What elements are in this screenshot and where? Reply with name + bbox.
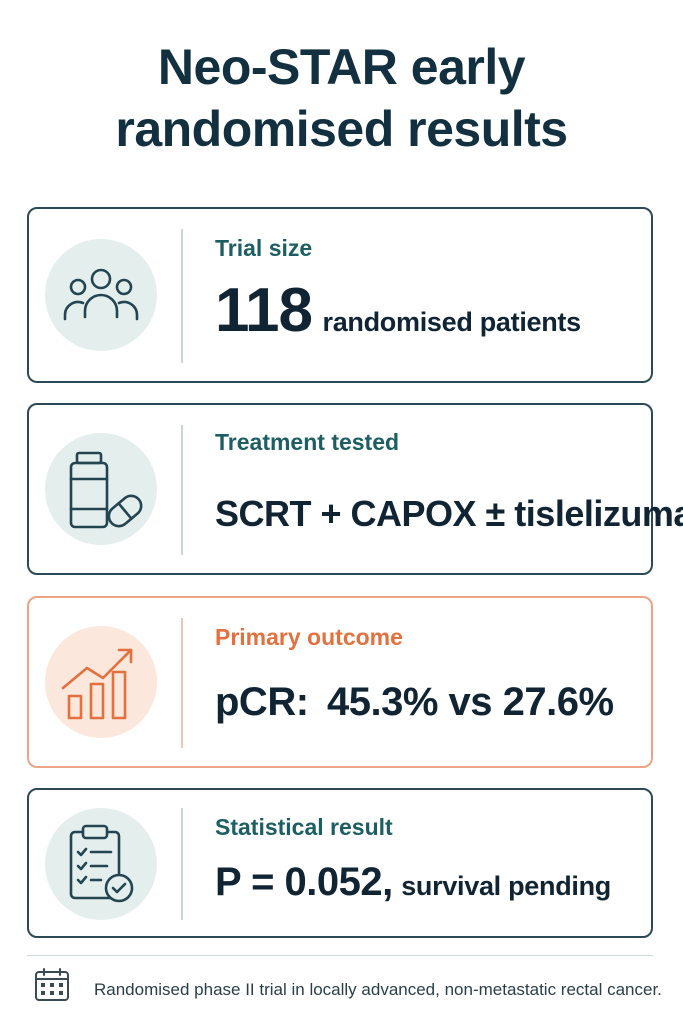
page-title: Neo-STAR early randomised results — [0, 36, 683, 160]
page-title-line-2: randomised results — [115, 101, 568, 157]
trial-size-card: Trial size 118 randomised patients — [27, 207, 653, 383]
treatment-tested-card: Treatment tested SCRT + CAPOX ± tisleliz… — [27, 403, 683, 575]
trial-size-suffix: randomised patients — [322, 307, 581, 337]
trial-size-number: 118 — [215, 276, 313, 345]
people-group-icon — [45, 239, 157, 351]
clipboard-checklist-icon — [45, 808, 157, 920]
treatment-tested-value: SCRT + CAPOX ± tislelizumab — [215, 493, 683, 534]
card-divider — [181, 229, 183, 363]
primary-outcome-card: Primary outcome pCR: 45.3% vs 27.6% — [27, 596, 653, 768]
calendar-icon — [33, 966, 71, 1004]
treatment-tested-label: Treatment tested — [215, 429, 400, 455]
trial-size-value: 118 randomised patients — [215, 275, 581, 346]
page-title-line-1: Neo-STAR early — [157, 39, 526, 95]
medicine-bottle-pill-icon — [45, 433, 157, 545]
primary-outcome-prefix: pCR: — [215, 680, 309, 724]
footer-divider — [27, 955, 653, 956]
primary-outcome-figures: 45.3% vs 27.6% — [326, 680, 614, 724]
primary-outcome-label: Primary outcome — [215, 624, 403, 650]
p-value: P = 0.052, — [215, 860, 393, 904]
card-divider — [181, 425, 183, 555]
statistical-result-label: Statistical result — [215, 814, 393, 840]
trial-size-label: Trial size — [215, 235, 313, 261]
statistical-result-value: P = 0.052, survival pending — [215, 860, 611, 905]
rising-bar-chart-icon — [45, 626, 157, 738]
statistical-result-suffix: survival pending — [401, 871, 611, 901]
card-divider — [181, 808, 183, 920]
footer-note: Randomised phase II trial in locally adv… — [94, 980, 662, 999]
primary-outcome-value: pCR: 45.3% vs 27.6% — [215, 680, 614, 725]
card-divider — [181, 618, 183, 748]
statistical-result-card: Statistical result P = 0.052, survival p… — [27, 788, 653, 938]
